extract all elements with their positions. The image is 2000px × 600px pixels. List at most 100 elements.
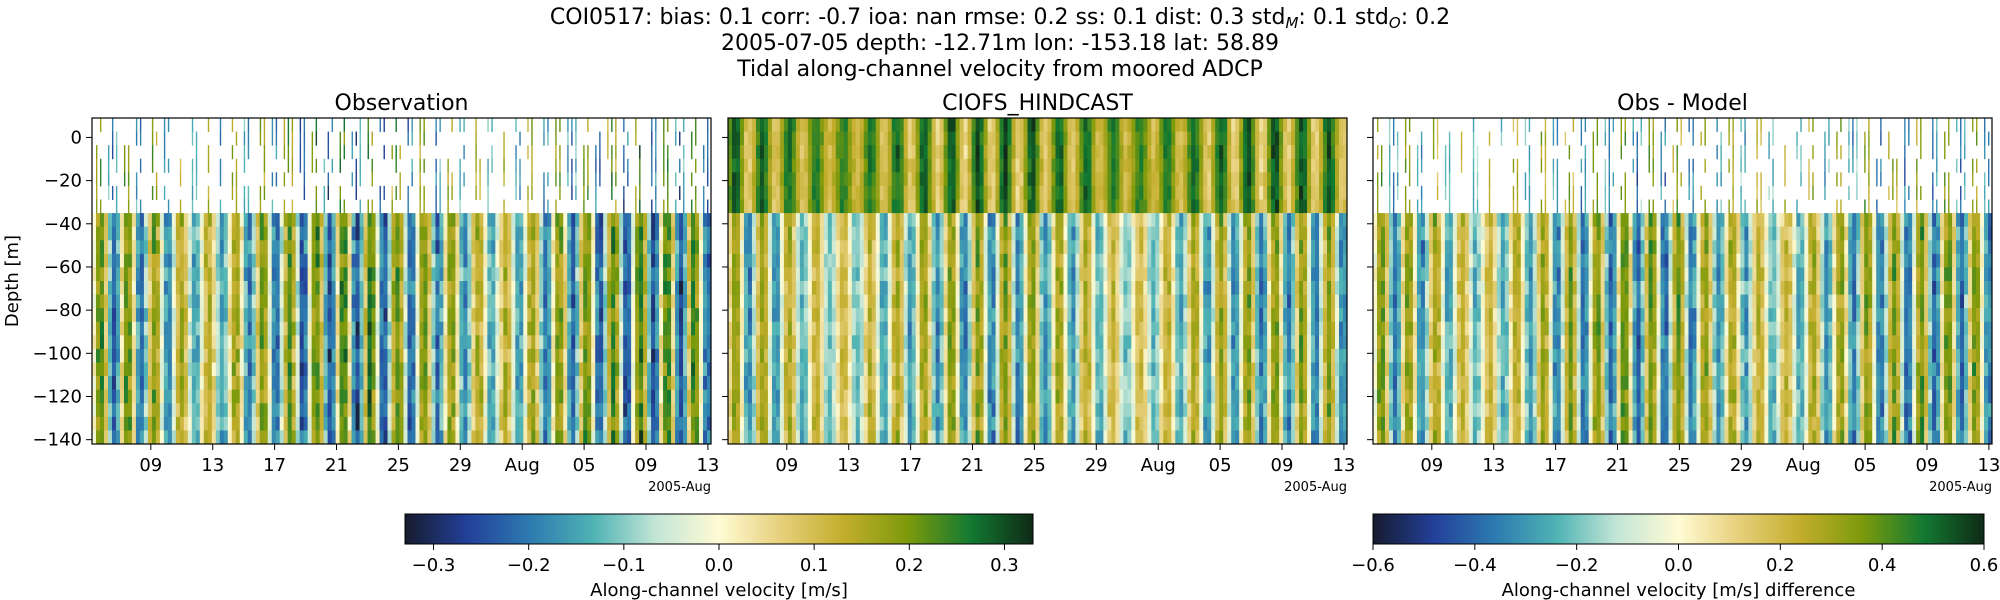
- heatmap-cell: [955, 213, 961, 228]
- heatmap-cell: [323, 416, 329, 431]
- heatmap-cell: [491, 335, 496, 350]
- heatmap-cell: [531, 389, 536, 404]
- heatmap-cell: [259, 376, 265, 391]
- heatmap-cell: [135, 416, 141, 431]
- heatmap-cell: [563, 267, 568, 282]
- heatmap-cell: [787, 213, 793, 228]
- heatmap-cell: [187, 240, 193, 255]
- heatmap-cell: [287, 118, 290, 133]
- heatmap-cell: [815, 267, 821, 282]
- heatmap-cell: [779, 348, 785, 363]
- heatmap-cell: [927, 294, 933, 309]
- heatmap-cell: [451, 267, 456, 282]
- heatmap-cell: [735, 118, 741, 133]
- heatmap-cell: [123, 145, 126, 160]
- heatmap-cell: [895, 281, 901, 296]
- heatmap-cell: [403, 294, 408, 309]
- heatmap-cell: [651, 199, 653, 214]
- heatmap-cell: [955, 131, 961, 146]
- heatmap-cell: [407, 321, 412, 336]
- heatmap-cell: [595, 362, 600, 377]
- heatmap-cell: [439, 348, 444, 363]
- heatmap-cell: [347, 226, 353, 241]
- heatmap-cell: [659, 376, 664, 391]
- heatmap-cell: [171, 213, 177, 228]
- heatmap-cell: [399, 389, 404, 404]
- heatmap-cell: [279, 253, 285, 268]
- heatmap-cell: [287, 321, 293, 336]
- heatmap-cell: [1023, 267, 1029, 282]
- heatmap-cell: [559, 226, 564, 241]
- heatmap-cell: [247, 362, 253, 377]
- heatmap-cell: [787, 362, 793, 377]
- heatmap-cell: [1007, 226, 1013, 241]
- heatmap-cell: [415, 240, 420, 255]
- heatmap-cell: [339, 376, 345, 391]
- heatmap-cell: [503, 294, 508, 309]
- heatmap-cell: [491, 158, 493, 173]
- heatmap-cell: [867, 294, 873, 309]
- heatmap-cell: [407, 362, 412, 377]
- heatmap-cell: [455, 389, 460, 404]
- heatmap-cell: [251, 348, 257, 363]
- heatmap-cell: [211, 226, 217, 241]
- heatmap-cell: [399, 145, 401, 160]
- heatmap-cell: [491, 362, 496, 377]
- heatmap-cell: [383, 430, 389, 444]
- heatmap-cell: [775, 348, 781, 363]
- heatmap-cell: [1031, 430, 1037, 444]
- heatmap-cell: [363, 281, 369, 296]
- heatmap-cell: [475, 172, 477, 187]
- heatmap-cell: [255, 403, 261, 418]
- heatmap-cell: [635, 185, 637, 200]
- heatmap-cell: [655, 335, 660, 350]
- heatmap-cell: [835, 145, 841, 160]
- heatmap-cell: [943, 185, 949, 200]
- heatmap-cell: [1023, 321, 1029, 336]
- heatmap-cell: [1011, 416, 1017, 431]
- heatmap-cell: [1011, 131, 1017, 146]
- heatmap-cell: [575, 335, 580, 350]
- heatmap-cell: [655, 376, 660, 391]
- heatmap-cell: [479, 416, 484, 431]
- heatmap-cell: [791, 172, 797, 187]
- heatmap-cell: [959, 335, 965, 350]
- heatmap-cell: [695, 321, 700, 336]
- heatmap-cell: [463, 335, 468, 350]
- heatmap-cell: [915, 335, 921, 350]
- heatmap-cell: [667, 362, 672, 377]
- heatmap-cell: [503, 240, 508, 255]
- heatmap-cell: [263, 403, 269, 418]
- heatmap-cell: [559, 213, 564, 228]
- heatmap-cell: [223, 348, 229, 363]
- heatmap-cell: [155, 335, 161, 350]
- heatmap-cell: [691, 362, 696, 377]
- heatmap-cell: [487, 118, 489, 133]
- heatmap-cell: [839, 389, 845, 404]
- heatmap-cell: [283, 281, 289, 296]
- heatmap-cell: [371, 321, 377, 336]
- heatmap-cell: [603, 430, 608, 444]
- heatmap-cell: [971, 172, 977, 187]
- heatmap-cell: [387, 430, 393, 444]
- heatmap-cell: [99, 199, 102, 214]
- heatmap-cell: [855, 185, 861, 200]
- heatmap-cell: [343, 430, 349, 444]
- heatmap-cell: [175, 376, 181, 391]
- heatmap-cell: [1003, 362, 1009, 377]
- heatmap-cell: [139, 321, 145, 336]
- heatmap-cell: [919, 213, 925, 228]
- heatmap-cell: [127, 403, 133, 418]
- heatmap-cell: [575, 308, 580, 323]
- heatmap-cell: [515, 281, 520, 296]
- heatmap-cell: [243, 335, 249, 350]
- heatmap-cell: [799, 430, 805, 444]
- heatmap-cell: [775, 403, 781, 418]
- heatmap-cell: [675, 226, 680, 241]
- heatmap-cell: [111, 389, 117, 404]
- heatmap-cell: [427, 281, 432, 296]
- heatmap-cell: [927, 267, 933, 282]
- heatmap-cell: [575, 253, 580, 268]
- heatmap-cell: [199, 362, 205, 377]
- heatmap-cell: [971, 145, 977, 160]
